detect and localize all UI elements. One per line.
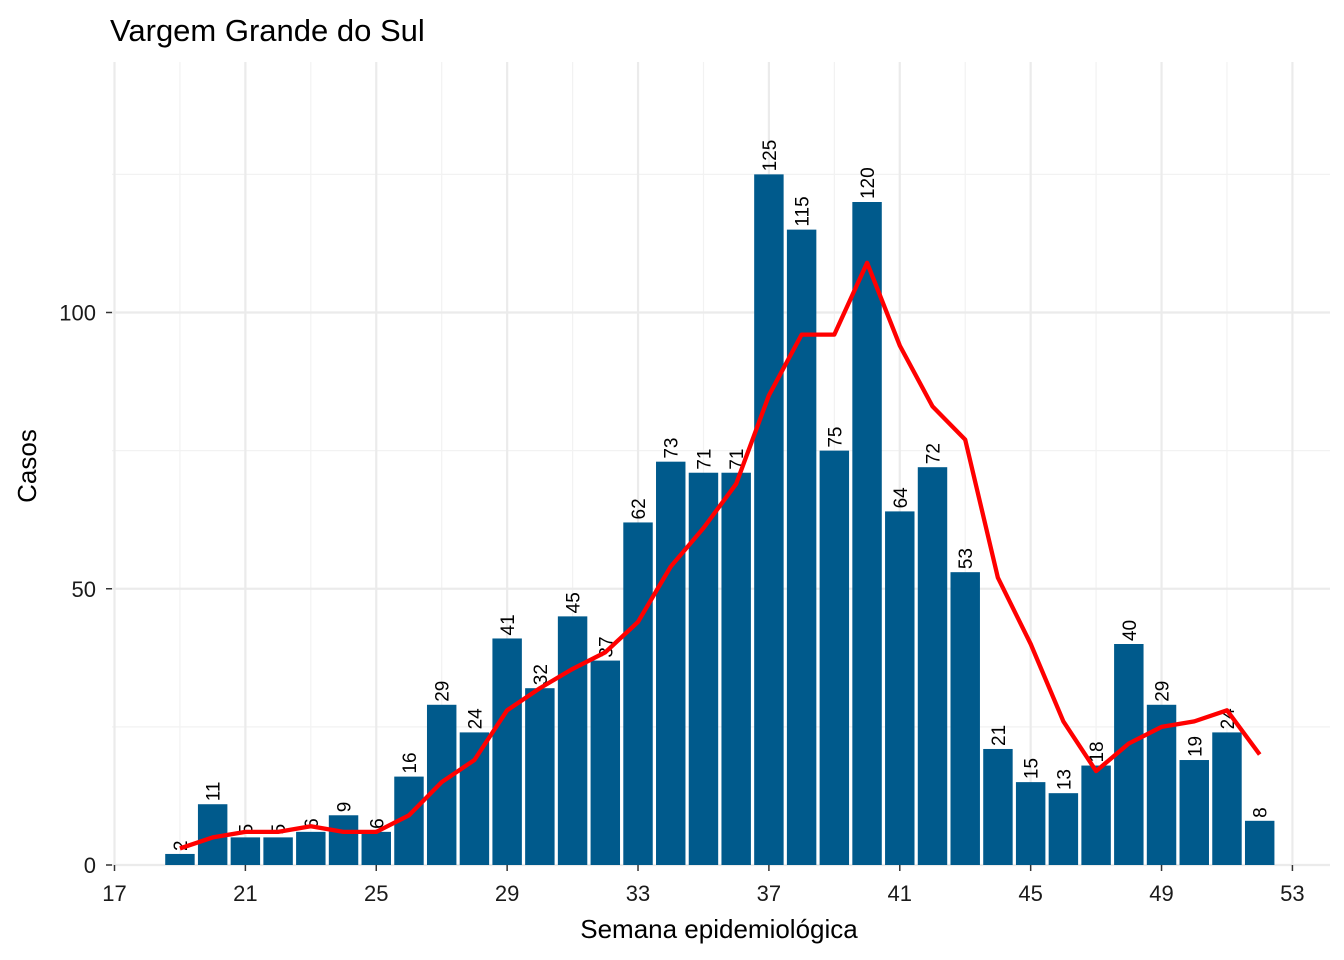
- bar: [852, 202, 882, 865]
- trend-line: [179, 260, 1262, 851]
- y-tick-label: 50: [72, 577, 96, 602]
- bar: [263, 837, 293, 865]
- bar: [361, 831, 391, 865]
- bar-label: 72: [924, 443, 945, 464]
- bar-label: 29: [1153, 681, 1174, 702]
- bar-label: 18: [1087, 741, 1108, 762]
- y-tick-label: 100: [59, 301, 96, 326]
- y-axis-title: Casos: [12, 429, 42, 503]
- bar-label: 19: [1185, 736, 1206, 757]
- bar-label: 24: [465, 708, 486, 730]
- bar-label: 5: [236, 824, 257, 835]
- bar-label: 9: [335, 802, 356, 813]
- x-tick-label: 41: [888, 881, 912, 906]
- bar-label: 45: [564, 592, 585, 613]
- x-tick-label: 53: [1280, 881, 1304, 906]
- bar: [1015, 782, 1046, 865]
- bar: [917, 467, 948, 865]
- x-tick-label: 33: [626, 881, 650, 906]
- bar: [1048, 793, 1079, 865]
- bar-label: 53: [956, 548, 977, 569]
- bar-label: 41: [498, 614, 519, 635]
- bar-label: 75: [825, 426, 846, 447]
- bar-label: 120: [858, 167, 879, 199]
- y-tick-label: 0: [84, 853, 96, 878]
- bar-label: 6: [302, 818, 323, 829]
- bar: [1244, 820, 1275, 865]
- bar: [492, 638, 522, 865]
- x-tick-label: 49: [1149, 881, 1173, 906]
- bar: [1179, 760, 1209, 865]
- bar: [688, 472, 719, 865]
- bar-label: 32: [531, 664, 552, 685]
- line-series: [179, 260, 1262, 851]
- x-tick-label: 37: [757, 881, 781, 906]
- bar: [819, 450, 850, 865]
- x-axis: 17 21 25 29 33 37 41 45 49 53: [102, 865, 1305, 906]
- x-tick-label: 29: [495, 881, 519, 906]
- bar: [623, 522, 653, 865]
- bar-label: 115: [793, 196, 814, 226]
- x-tick-label: 45: [1018, 881, 1042, 906]
- bar: [983, 748, 1013, 865]
- bar: [950, 572, 980, 865]
- bar-label: 64: [891, 487, 912, 509]
- bar-label: 29: [433, 681, 454, 702]
- bar: [525, 688, 555, 865]
- bar: [557, 616, 588, 865]
- bar: [656, 461, 686, 865]
- bar-label: 62: [629, 498, 650, 519]
- x-tick-label: 17: [102, 881, 126, 906]
- bar-label: 21: [989, 725, 1010, 746]
- bar-label: 71: [694, 449, 715, 470]
- bar: [1081, 765, 1111, 865]
- bar: [1212, 732, 1242, 865]
- bar: [230, 837, 261, 865]
- bar: [721, 472, 751, 865]
- bar-label: 6: [367, 818, 388, 829]
- bar: [328, 815, 359, 865]
- x-axis-title: Semana epidemiológica: [580, 914, 858, 944]
- bar: [754, 174, 784, 865]
- bar: [459, 732, 490, 865]
- bar-label: 125: [760, 140, 781, 172]
- y-axis: 0 50 100: [59, 301, 112, 878]
- x-tick-label: 21: [233, 881, 257, 906]
- chart-title: Vargem Grande do Sul: [110, 13, 425, 48]
- bar: [590, 660, 621, 865]
- bar-label: 73: [662, 438, 683, 459]
- bar: [885, 511, 915, 865]
- bar-label: 16: [400, 752, 421, 773]
- x-tick-label: 25: [364, 881, 388, 906]
- bar: [165, 853, 195, 865]
- bar-label: 8: [1251, 807, 1272, 818]
- bar: [296, 831, 326, 865]
- bar-label: 13: [1054, 769, 1075, 790]
- bar-label: 15: [1022, 758, 1043, 779]
- bar-label: 11: [204, 781, 225, 801]
- bar: [786, 229, 817, 865]
- bar-series: [165, 174, 1275, 865]
- bar-label: 40: [1120, 620, 1141, 641]
- bar-label: 5: [269, 824, 290, 835]
